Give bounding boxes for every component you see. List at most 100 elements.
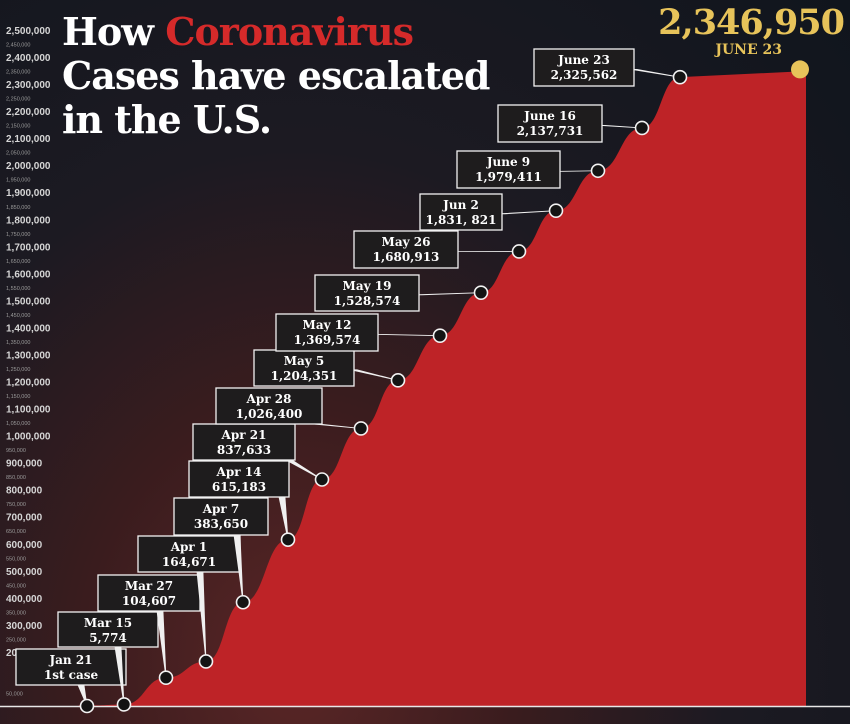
data-point bbox=[432, 328, 448, 343]
data-point bbox=[390, 373, 406, 388]
y-tick-label: 300,000 bbox=[6, 621, 43, 632]
callout-value: 837,633 bbox=[217, 443, 271, 457]
data-point bbox=[548, 203, 564, 218]
y-minor-tick-label: 1,350,000 bbox=[6, 340, 30, 346]
callout-date: Jun 2 bbox=[442, 198, 479, 212]
callout-date: Mar 15 bbox=[84, 616, 132, 630]
y-minor-tick-label: 1,150,000 bbox=[6, 394, 30, 400]
callout-box bbox=[15, 648, 127, 686]
y-tick-label: 2,100,000 bbox=[6, 134, 51, 145]
data-point bbox=[158, 670, 174, 686]
y-tick-label: 1,300,000 bbox=[6, 350, 51, 361]
callout-box bbox=[456, 150, 561, 189]
callout-box bbox=[173, 497, 269, 536]
y-minor-tick-label: 2,450,000 bbox=[6, 43, 30, 49]
y-tick-label: 2,500,000 bbox=[6, 26, 51, 37]
title-accent: Coronavirus bbox=[165, 9, 414, 54]
callout-date: Apr 14 bbox=[216, 465, 262, 479]
callout-date: Apr 7 bbox=[202, 502, 240, 516]
data-point bbox=[198, 654, 214, 669]
y-tick-label: 1,100,000 bbox=[6, 405, 51, 416]
data-point bbox=[314, 472, 330, 487]
callout-date: May 26 bbox=[382, 235, 431, 249]
callout-box bbox=[253, 349, 355, 387]
callout-date: June 16 bbox=[523, 109, 576, 123]
callout-box bbox=[188, 460, 290, 498]
y-minor-tick-label: 250,000 bbox=[6, 637, 26, 643]
callout-value: 104,607 bbox=[122, 594, 176, 608]
highlight-date: JUNE 23 bbox=[715, 42, 782, 58]
callout-leader bbox=[196, 571, 207, 662]
callout-date: Apr 28 bbox=[246, 392, 292, 406]
y-tick-label: 2,000,000 bbox=[6, 161, 51, 172]
y-tick-label: 1,600,000 bbox=[6, 269, 51, 280]
callout-value: 1,204,351 bbox=[271, 369, 338, 383]
callout-date: Jan 21 bbox=[48, 653, 92, 667]
callout-box bbox=[275, 313, 379, 352]
callout-date: Apr 21 bbox=[221, 428, 267, 442]
callout-value: 615,183 bbox=[212, 480, 266, 494]
y-minor-tick-label: 850,000 bbox=[6, 475, 26, 481]
y-minor-tick-label: 2,050,000 bbox=[6, 151, 30, 157]
y-minor-tick-label: 1,950,000 bbox=[6, 178, 30, 184]
callout-date: Apr 1 bbox=[170, 540, 208, 554]
y-tick-label: 800,000 bbox=[6, 486, 43, 497]
y-minor-tick-label: 450,000 bbox=[6, 583, 26, 589]
y-minor-tick-label: 50,000 bbox=[6, 691, 23, 697]
callout-value: 2,325,562 bbox=[551, 68, 618, 82]
callout-value: 1,979,411 bbox=[475, 170, 542, 184]
callout-value: 1,026,400 bbox=[236, 407, 303, 421]
data-point bbox=[672, 69, 688, 85]
data-point bbox=[473, 285, 489, 300]
callout-date: May 12 bbox=[303, 318, 352, 332]
data-point bbox=[590, 163, 606, 179]
callout-leader bbox=[498, 210, 557, 215]
y-tick-label: 1,800,000 bbox=[6, 215, 51, 226]
final-point bbox=[791, 60, 809, 79]
data-point bbox=[79, 698, 95, 714]
callout-leader bbox=[374, 333, 441, 337]
title-line3: in the U.S. bbox=[62, 97, 272, 142]
y-minor-tick-label: 1,050,000 bbox=[6, 421, 30, 427]
y-tick-label: 1,900,000 bbox=[6, 188, 51, 199]
callout-value: 1,369,574 bbox=[294, 333, 361, 347]
callout-leader bbox=[630, 68, 681, 78]
callout-leader bbox=[415, 292, 482, 296]
y-minor-tick-label: 950,000 bbox=[6, 448, 26, 454]
highlight-total: 2,346,950 bbox=[658, 2, 845, 43]
callout-box bbox=[419, 193, 503, 231]
y-minor-tick-label: 1,250,000 bbox=[6, 367, 30, 373]
callout-box bbox=[137, 535, 241, 573]
y-tick-label: 700,000 bbox=[6, 513, 43, 524]
y-tick-label: 2,200,000 bbox=[6, 107, 51, 118]
data-point bbox=[634, 120, 650, 136]
y-minor-tick-label: 2,350,000 bbox=[6, 70, 30, 76]
callout-box bbox=[353, 230, 459, 269]
y-minor-tick-label: 1,650,000 bbox=[6, 259, 30, 265]
y-tick-label: 1,500,000 bbox=[6, 296, 51, 307]
y-minor-tick-label: 1,450,000 bbox=[6, 313, 30, 319]
callout-date: May 19 bbox=[343, 279, 392, 293]
data-point bbox=[511, 244, 527, 259]
callout-value: 1,680,913 bbox=[373, 250, 440, 264]
y-minor-tick-label: 350,000 bbox=[6, 610, 26, 616]
callout-date: June 9 bbox=[486, 155, 530, 169]
data-point bbox=[116, 697, 132, 712]
y-minor-tick-label: 1,550,000 bbox=[6, 286, 30, 292]
callout-value: 164,671 bbox=[162, 555, 216, 569]
data-point bbox=[280, 532, 296, 547]
y-minor-tick-label: 2,250,000 bbox=[6, 97, 30, 103]
data-point bbox=[235, 594, 251, 610]
y-minor-tick-label: 550,000 bbox=[6, 556, 26, 562]
y-minor-tick-label: 1,750,000 bbox=[6, 232, 30, 238]
callout-box bbox=[192, 423, 296, 461]
y-tick-label: 1,400,000 bbox=[6, 323, 51, 334]
y-tick-label: 2,400,000 bbox=[6, 53, 51, 64]
y-minor-tick-label: 1,850,000 bbox=[6, 205, 30, 211]
y-minor-tick-label: 750,000 bbox=[6, 502, 26, 508]
y-tick-label: 2,300,000 bbox=[6, 80, 51, 91]
callout-value: 1st case bbox=[44, 668, 99, 682]
callout-date: May 5 bbox=[284, 354, 325, 368]
callout-date: June 23 bbox=[557, 53, 610, 67]
